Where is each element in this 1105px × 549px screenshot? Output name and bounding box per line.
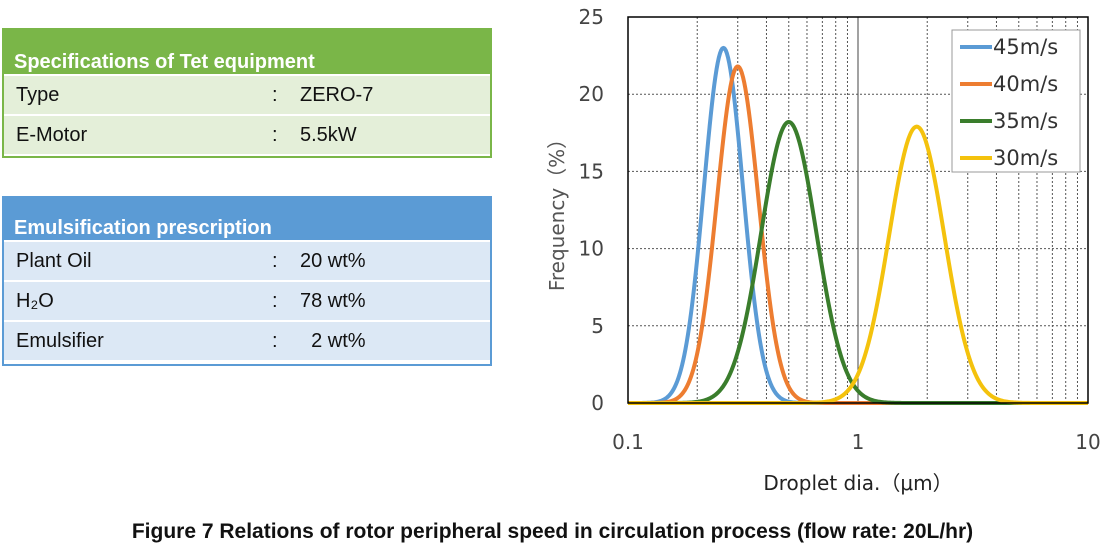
- emulsion-row-sep: :: [272, 329, 278, 352]
- spec-row-type: Type : ZERO-7: [4, 74, 490, 114]
- y-tick-label: 25: [579, 5, 604, 29]
- spec-row-value: 5.5kW: [300, 123, 357, 146]
- spec-row-sep: :: [272, 123, 278, 146]
- x-tick-labels: 0.1 1 10: [612, 430, 1101, 454]
- y-tick-label: 5: [591, 314, 604, 338]
- y-tick-label: 15: [579, 159, 604, 183]
- x-tick-label: 10: [1075, 430, 1100, 454]
- plot-frame: [627, 16, 1089, 404]
- y-tick-label: 20: [579, 82, 604, 106]
- legend-label: 45m/s: [993, 35, 1058, 59]
- emulsion-row-water: H₂O : 78 wt%: [4, 280, 490, 320]
- y-axis-label: Frequency（%）: [545, 129, 569, 291]
- x-axis-label: Droplet dia.（μm）: [763, 471, 952, 495]
- y-tick-label: 0: [591, 391, 604, 415]
- emulsion-row-sep: :: [272, 289, 278, 312]
- spec-row-value: ZERO-7: [300, 83, 374, 106]
- emulsion-row-label: Plant Oil: [16, 249, 92, 272]
- emulsion-row-emulsifier: Emulsifier : 2 wt%: [4, 320, 490, 360]
- y-tick-labels: 0 5 10 15 20 25: [579, 5, 604, 415]
- emulsion-table: Emulsification prescription Plant Oil : …: [2, 196, 492, 366]
- legend-label: 35m/s: [993, 109, 1058, 133]
- figure-caption: Figure 7 Relations of rotor peripheral s…: [131, 520, 974, 543]
- emulsion-row-label: H₂O: [16, 289, 54, 312]
- spec-row-sep: :: [272, 83, 278, 106]
- emulsion-row-sep: :: [272, 249, 278, 272]
- spec-table: Specifications of Tet equipment Type : Z…: [2, 28, 492, 158]
- x-tick-label: 1: [852, 430, 865, 454]
- emulsion-row-oil: Plant Oil : 20 wt%: [4, 240, 490, 280]
- y-tick-label: 10: [579, 237, 604, 261]
- emulsion-row-label: Emulsifier: [16, 329, 104, 352]
- spec-table-title: Specifications of Tet equipment: [4, 30, 490, 74]
- x-tick-label: 0.1: [612, 430, 644, 454]
- emulsion-row-value: 2 wt%: [300, 329, 366, 352]
- spec-row-label: Type: [16, 83, 60, 106]
- spec-row-label: E-Motor: [16, 123, 88, 146]
- legend-label: 40m/s: [993, 72, 1058, 96]
- droplet-distribution-chart: 0 5 10 15 20 25 0.1 1 10 Droplet dia.（μm） Frequ…: [545, 5, 1101, 495]
- emulsion-table-title: Emulsification prescription: [4, 198, 490, 240]
- legend-label: 30m/s: [993, 146, 1058, 170]
- chart-legend: 45m/s 40m/s 35m/s 30m/s: [951, 29, 1081, 173]
- emulsion-row-value: 78 wt%: [300, 289, 366, 312]
- spec-row-motor: E-Motor : 5.5kW: [4, 114, 490, 154]
- emulsion-row-value: 20 wt%: [300, 249, 366, 272]
- legend-box: [951, 29, 1081, 173]
